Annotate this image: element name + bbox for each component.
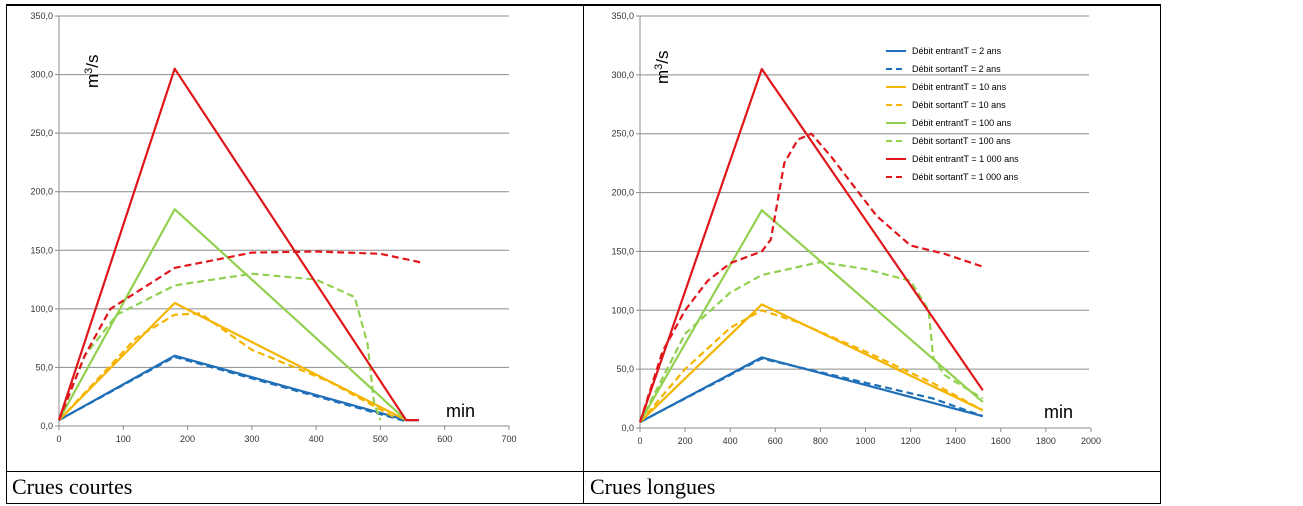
series-line-4 [58,208,407,421]
y-tick-label: 200,0 [30,187,53,197]
y-tick-label: 150,0 [611,246,634,256]
x-tick-label: 100 [116,434,131,444]
series-line-1 [58,355,407,423]
y-unit-label: m3/s [83,54,102,88]
y-tick-label: 300,0 [30,70,53,80]
x-unit-label: min [446,401,475,421]
x-unit-label: min [1044,402,1073,422]
series-line-7 [57,250,421,421]
y-tick-label: 50,0 [35,362,53,372]
series-line-2 [58,301,407,422]
x-tick-label: 0 [56,434,61,444]
legend-label-4: Débit entrantT = 100 ans [912,118,1012,128]
x-tick-label: 800 [813,436,828,446]
caption-crues-longues: Crues longues [590,474,716,499]
legend-label-6: Débit entrantT = 1 000 ans [912,154,1019,164]
series-line-6 [57,67,419,422]
series-line-6 [638,67,984,423]
y-tick-label: 250,0 [30,128,53,138]
x-tick-label: 1800 [1036,436,1056,446]
x-tick-label: 1400 [946,436,966,446]
x-tick-label: 0 [637,436,642,446]
x-tick-label: 2000 [1081,436,1101,446]
y-tick-label: 100,0 [611,305,634,315]
series-line-1 [639,357,984,424]
y-tick-label: 350,0 [611,11,634,21]
legend-label-1: Débit sortantT = 2 ans [912,64,1001,74]
legend-label-0: Débit entrantT = 2 ans [912,46,1002,56]
chart-crues-longues: 0,0 50,0 100,0 150,0 200,0 250,0 300,0 350,0 0 20… [611,11,1101,446]
x-tick-label: 200 [678,436,693,446]
table-row-divider [6,471,1161,472]
y-tick-label: 150,0 [30,245,53,255]
series-line-5 [57,272,382,421]
y-tick-label: 250,0 [611,129,634,139]
legend-label-5: Débit sortantT = 100 ans [912,136,1011,146]
x-tick-label: 300 [244,434,259,444]
y-tick-label: 100,0 [30,304,53,314]
caption-crues-courtes: Crues courtes [12,474,133,499]
series-line-2 [639,303,984,423]
series-line-4 [639,209,984,423]
legend-label-7: Débit sortantT = 1 000 ans [912,172,1019,182]
chart-crues-courtes: 0,0 50,0 100,0 150,0 200,0 250,0 300,0 350,0 0 10… [30,11,516,444]
y-tick-label: 50,0 [616,364,634,374]
legend-label-2: Débit entrantT = 10 ans [912,82,1007,92]
x-tick-label: 400 [309,434,324,444]
y-tick-label: 350,0 [30,11,53,21]
table-column-divider [583,4,584,504]
x-tick-label: 600 [768,436,783,446]
x-tick-label: 600 [437,434,452,444]
x-tick-label: 1200 [901,436,921,446]
y-tick-label: 200,0 [611,188,634,198]
x-tick-label: 1000 [855,436,875,446]
series-line-5 [639,260,984,423]
series-line-3 [639,309,984,423]
series-line-0 [639,356,984,424]
y-tick-label: 0,0 [40,421,53,431]
x-tick-label: 200 [180,434,195,444]
x-tick-label: 500 [373,434,388,444]
y-tick-label: 300,0 [611,70,634,80]
x-tick-label: 1600 [991,436,1011,446]
x-tick-label: 400 [723,436,738,446]
x-tick-label: 700 [501,434,516,444]
y-tick-label: 0,0 [621,423,634,433]
y-unit-label: m3/s [653,50,672,84]
legend-label-3: Débit sortantT = 10 ans [912,100,1006,110]
series-line-3 [58,312,394,421]
